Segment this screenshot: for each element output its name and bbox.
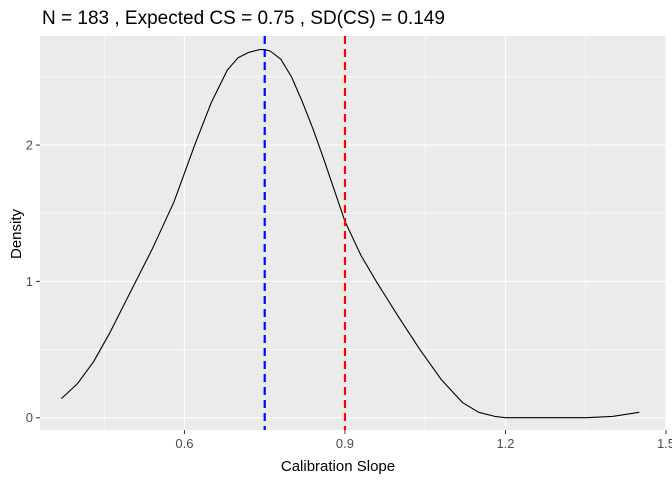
x-axis-label: Calibration Slope bbox=[281, 458, 395, 475]
y-tick-label: 1 bbox=[26, 274, 33, 289]
y-tick-label: 2 bbox=[26, 138, 33, 153]
y-axis-label: Density bbox=[8, 208, 25, 259]
y-axis-ticks: 0 1 2 bbox=[26, 138, 40, 425]
x-tick-label: 1.2 bbox=[496, 436, 514, 451]
chart-title: N = 183 , Expected CS = 0.75 , SD(CS) = … bbox=[42, 8, 445, 29]
plot-panel bbox=[40, 36, 666, 430]
reference-lines bbox=[263, 36, 347, 430]
x-tick-label: 0.6 bbox=[175, 436, 193, 451]
x-tick-label: 1.5 bbox=[657, 436, 672, 451]
series-layer bbox=[61, 49, 640, 419]
y-tick-label: 0 bbox=[26, 410, 33, 425]
density-curve bbox=[61, 49, 640, 419]
x-axis-ticks: 0.6 0.9 1.2 1.5 bbox=[175, 430, 672, 451]
x-tick-label: 0.9 bbox=[336, 436, 354, 451]
